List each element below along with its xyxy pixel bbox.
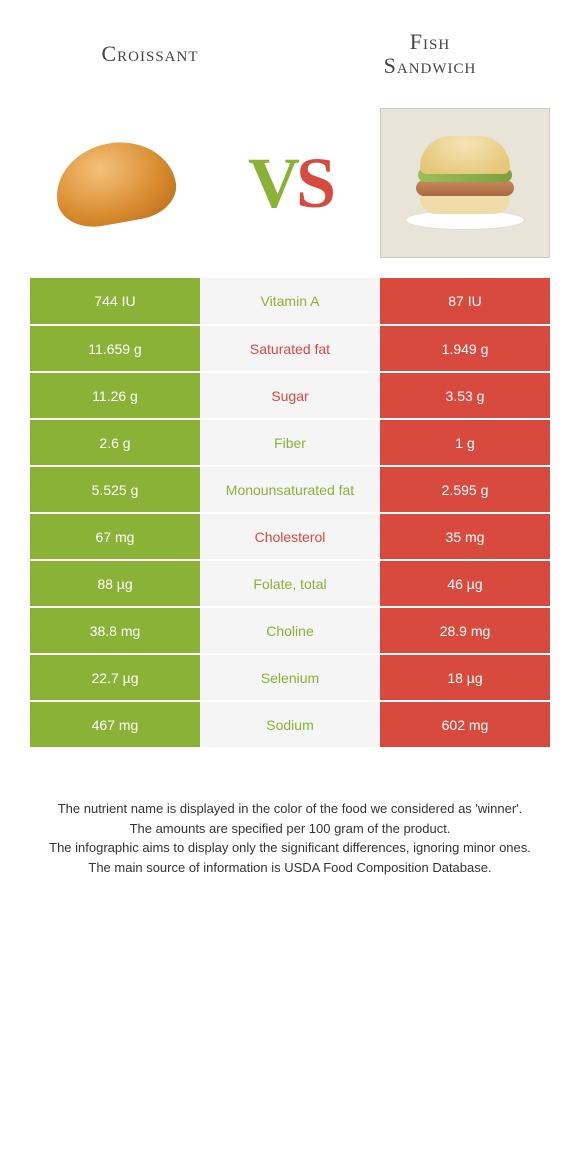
croissant-image xyxy=(30,108,200,258)
nutrient-name: Cholesterol xyxy=(200,513,380,560)
vs-v: V xyxy=(248,142,296,225)
table-row: 38.8 mgCholine28.9 mg xyxy=(30,607,550,654)
footer-line-2: The amounts are specified per 100 gram o… xyxy=(30,819,550,839)
footer-line-3: The infographic aims to display only the… xyxy=(30,838,550,858)
title-right-line1: Fish xyxy=(410,29,450,54)
right-value: 1.949 g xyxy=(380,325,550,372)
table-row: 88 µgFolate, total46 µg xyxy=(30,560,550,607)
nutrient-table: 744 IUVitamin A87 IU11.659 gSaturated fa… xyxy=(30,278,550,749)
table-row: 11.26 gSugar3.53 g xyxy=(30,372,550,419)
table-row: 11.659 gSaturated fat1.949 g xyxy=(30,325,550,372)
image-row: VS xyxy=(0,88,580,278)
left-value: 88 µg xyxy=(30,560,200,607)
left-value: 2.6 g xyxy=(30,419,200,466)
header: Croissant Fish Sandwich xyxy=(0,0,580,88)
vs-s: S xyxy=(296,142,332,225)
right-value: 1 g xyxy=(380,419,550,466)
table-row: 467 mgSodium602 mg xyxy=(30,701,550,748)
title-right: Fish Sandwich xyxy=(310,30,550,78)
title-right-line2: Sandwich xyxy=(384,53,477,78)
right-value: 3.53 g xyxy=(380,372,550,419)
nutrient-name: Sugar xyxy=(200,372,380,419)
right-value: 602 mg xyxy=(380,701,550,748)
right-value: 28.9 mg xyxy=(380,607,550,654)
right-value: 46 µg xyxy=(380,560,550,607)
nutrient-name: Saturated fat xyxy=(200,325,380,372)
fish-sandwich-image xyxy=(380,108,550,258)
right-value: 35 mg xyxy=(380,513,550,560)
croissant-icon xyxy=(55,143,175,223)
right-value: 2.595 g xyxy=(380,466,550,513)
nutrient-name: Fiber xyxy=(200,419,380,466)
vs-label: VS xyxy=(248,142,332,225)
nutrient-name: Vitamin A xyxy=(200,278,380,325)
table-row: 5.525 gMonounsaturated fat2.595 g xyxy=(30,466,550,513)
left-value: 11.26 g xyxy=(30,372,200,419)
table-row: 67 mgCholesterol35 mg xyxy=(30,513,550,560)
left-value: 5.525 g xyxy=(30,466,200,513)
sandwich-icon xyxy=(400,128,530,238)
left-value: 38.8 mg xyxy=(30,607,200,654)
nutrient-name: Monounsaturated fat xyxy=(200,466,380,513)
left-value: 11.659 g xyxy=(30,325,200,372)
nutrient-name: Choline xyxy=(200,607,380,654)
left-value: 467 mg xyxy=(30,701,200,748)
table-row: 22.7 µgSelenium18 µg xyxy=(30,654,550,701)
title-left: Croissant xyxy=(30,41,270,67)
footer-line-1: The nutrient name is displayed in the co… xyxy=(30,799,550,819)
right-value: 18 µg xyxy=(380,654,550,701)
left-value: 22.7 µg xyxy=(30,654,200,701)
footer-notes: The nutrient name is displayed in the co… xyxy=(30,799,550,877)
table-row: 744 IUVitamin A87 IU xyxy=(30,278,550,325)
nutrient-name: Sodium xyxy=(200,701,380,748)
nutrient-name: Folate, total xyxy=(200,560,380,607)
left-value: 67 mg xyxy=(30,513,200,560)
right-value: 87 IU xyxy=(380,278,550,325)
nutrient-name: Selenium xyxy=(200,654,380,701)
table-row: 2.6 gFiber1 g xyxy=(30,419,550,466)
left-value: 744 IU xyxy=(30,278,200,325)
footer-line-4: The main source of information is USDA F… xyxy=(30,858,550,878)
